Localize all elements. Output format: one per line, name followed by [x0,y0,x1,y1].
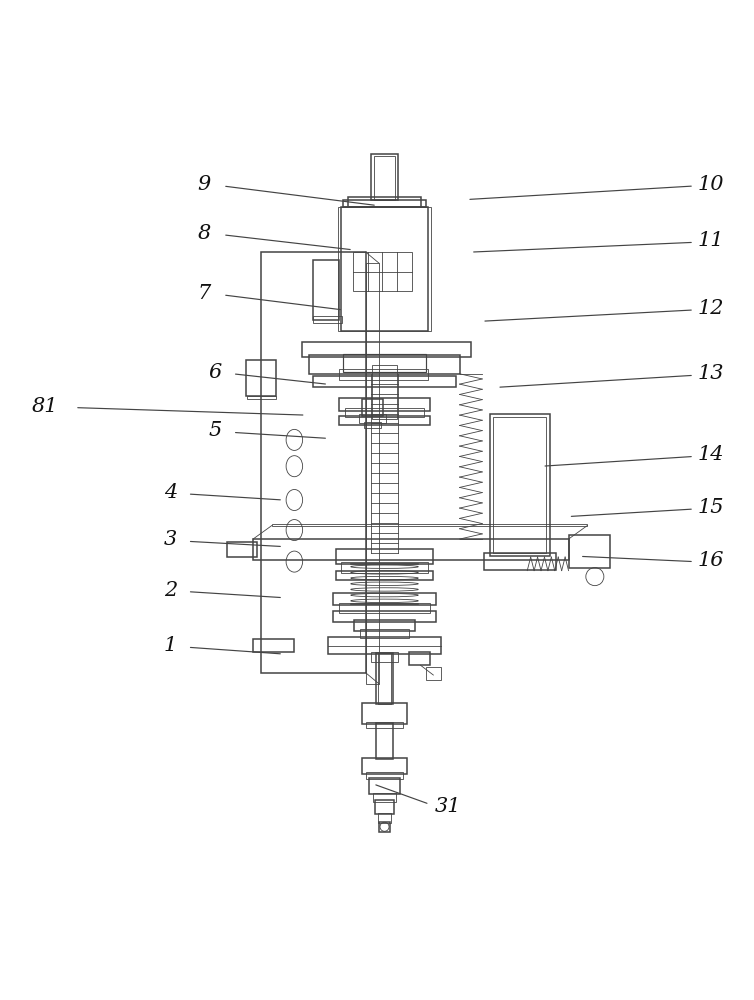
Bar [309,355,460,374]
Bar [246,360,275,396]
Text: 9: 9 [198,175,211,194]
Bar [378,813,391,823]
Text: 16: 16 [698,551,725,570]
Bar [376,723,393,759]
Bar [483,553,556,570]
Text: 31: 31 [435,797,461,816]
Text: 2: 2 [164,581,177,600]
Bar [272,524,587,526]
Text: 4: 4 [164,483,177,502]
Text: 5: 5 [209,421,222,440]
Bar [375,800,394,814]
Bar [378,653,391,704]
Bar [313,376,456,387]
Text: 6: 6 [209,363,222,382]
Bar [339,603,430,613]
Bar [338,207,431,331]
Bar [489,414,550,556]
Bar [359,414,386,423]
Bar [333,611,436,622]
Bar [372,365,397,419]
Bar [426,667,441,680]
Bar [336,549,434,564]
Bar [227,542,257,557]
Text: 15: 15 [698,498,725,517]
Bar [354,620,415,631]
Text: 12: 12 [698,299,725,318]
Bar [569,535,610,568]
Text: 10: 10 [698,175,725,194]
Bar [339,398,430,411]
Bar [379,822,390,832]
Bar [302,342,471,357]
Bar [345,408,424,417]
Bar [409,652,430,665]
Bar [372,154,397,200]
Text: 7: 7 [198,284,211,303]
Bar [339,416,430,425]
Bar [362,399,383,416]
Bar [369,778,400,794]
Bar [341,562,428,573]
Bar [253,639,294,652]
Bar [342,207,428,331]
Bar [362,703,407,724]
Bar [353,252,412,291]
Bar [366,263,379,684]
Bar [253,539,569,560]
Bar [261,252,366,673]
Bar [360,629,409,638]
Text: 8: 8 [198,224,211,243]
Bar [343,354,426,372]
Bar [313,316,342,323]
Text: 3: 3 [164,530,177,549]
Bar [336,571,434,580]
Bar [343,200,426,207]
Bar [247,396,275,399]
Text: 13: 13 [698,364,725,383]
Bar [493,417,546,553]
Text: 1: 1 [164,636,177,655]
Text: 11: 11 [698,231,725,250]
Bar [328,637,441,654]
Text: 14: 14 [698,445,725,464]
Bar [366,722,403,728]
Text: 81: 81 [32,397,58,416]
Bar [333,593,436,605]
Bar [348,197,421,207]
Bar [364,422,381,428]
Bar [371,652,398,662]
Bar [339,369,428,380]
Bar [373,793,396,802]
Bar [374,156,395,200]
Bar [313,260,339,320]
Bar [366,772,403,779]
Bar [376,653,393,704]
Bar [362,758,407,774]
